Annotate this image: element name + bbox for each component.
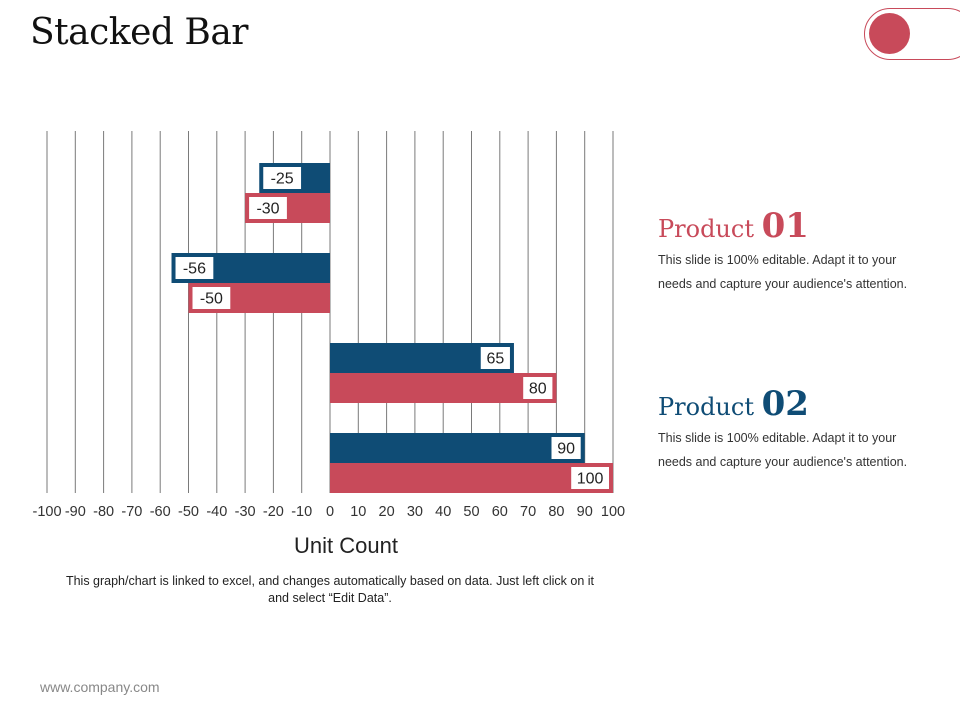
chart-note: This graph/chart is linked to excel, and… (65, 574, 595, 605)
x-tick-label: -100 (32, 504, 61, 520)
x-tick-label: -40 (206, 504, 227, 520)
product-02-block: Product 02 This slide is 100% editable. … (658, 384, 928, 474)
bar (330, 373, 557, 403)
product-02-label: Product (658, 393, 754, 421)
x-tick-label: 80 (548, 504, 564, 520)
x-tick-label: -70 (121, 504, 142, 520)
x-tick-label: 50 (463, 504, 479, 520)
data-label: 65 (486, 351, 504, 368)
product-01-block: Product 01 This slide is 100% editable. … (658, 206, 928, 296)
x-tick-label: -10 (291, 504, 312, 520)
data-label-box (571, 467, 609, 489)
x-tick-label: 0 (326, 504, 334, 520)
product-01-label: Product (658, 215, 754, 243)
x-tick-label: 90 (577, 504, 593, 520)
red-circle-icon (869, 13, 910, 54)
product-01-number: 01 (761, 206, 809, 246)
x-axis-title: Unit Count (294, 533, 398, 558)
data-label-box (523, 377, 553, 399)
data-label: -56 (183, 261, 206, 278)
x-tick-label: 10 (350, 504, 366, 520)
data-label-box (192, 287, 231, 309)
x-tick-label: 20 (379, 504, 395, 520)
data-label: -30 (256, 201, 279, 218)
x-tick-label: -60 (150, 504, 171, 520)
data-label-box (249, 197, 287, 219)
footer-url: www.company.com (40, 679, 160, 695)
decorative-badge (864, 8, 960, 60)
x-tick-label: -50 (178, 504, 199, 520)
data-label: -25 (271, 171, 294, 188)
data-label-box (480, 347, 510, 369)
product-02-heading: Product 02 (658, 384, 928, 424)
product-02-number: 02 (761, 384, 809, 424)
stacked-bar-chart[interactable]: -100 -90 -80 -70 -60 -50 -40 -30 -20 -10 0 10 20 30 40… (0, 0, 640, 530)
x-tick-label: 40 (435, 504, 451, 520)
data-label-box (551, 437, 581, 459)
data-label: -50 (200, 291, 223, 308)
x-tick-label: -80 (93, 504, 114, 520)
x-tick-label: 30 (407, 504, 423, 520)
x-tick-label: 70 (520, 504, 536, 520)
page-title: Stacked Bar (30, 12, 249, 53)
data-label: 80 (529, 381, 547, 398)
bar (330, 463, 613, 493)
x-tick-label: -30 (235, 504, 256, 520)
bar (330, 433, 585, 463)
data-label: 90 (557, 441, 575, 458)
product-01-description: This slide is 100% editable. Adapt it to… (658, 253, 908, 291)
x-tick-label: -90 (65, 504, 86, 520)
x-tick-label: 100 (601, 504, 625, 520)
data-label-box (175, 257, 214, 279)
data-label: 100 (577, 471, 604, 488)
x-tick-label: 60 (492, 504, 508, 520)
data-label-box (263, 167, 302, 189)
product-01-heading: Product 01 (658, 206, 928, 246)
x-tick-label: -20 (263, 504, 284, 520)
product-02-description: This slide is 100% editable. Adapt it to… (658, 431, 908, 469)
